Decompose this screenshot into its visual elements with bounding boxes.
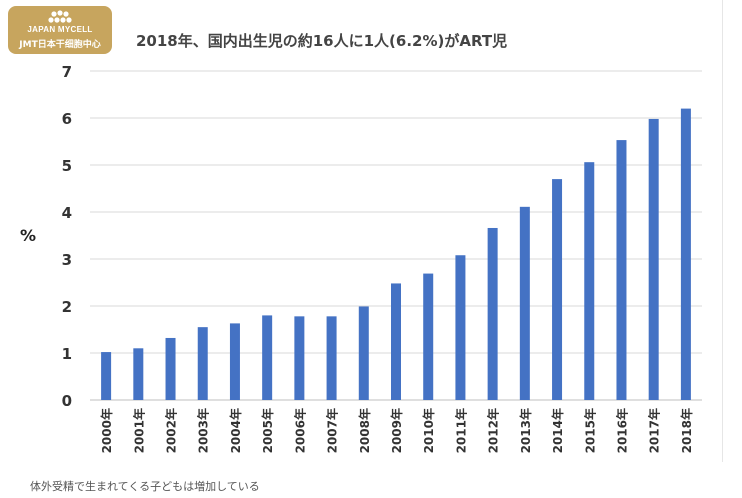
x-tick-label: 2017年 xyxy=(647,408,662,453)
x-tick-label: 2003年 xyxy=(196,408,211,453)
x-tick-labels: 2000年 2001年 2002年 2003年 2004年 2005年 2006年 2007年… xyxy=(99,408,694,453)
y-tick-label: 4 xyxy=(62,204,72,222)
x-tick-label: 2014年 xyxy=(550,408,565,453)
cell-cluster-icon xyxy=(48,10,72,23)
bar xyxy=(101,352,112,400)
bar xyxy=(648,118,659,400)
y-tick-label: 3 xyxy=(62,251,72,269)
bar xyxy=(358,306,369,400)
y-tick-label: 1 xyxy=(62,345,72,363)
bar xyxy=(133,348,144,400)
bar xyxy=(391,283,401,400)
y-tick-labels: 0 1 2 3 4 5 6 7 xyxy=(62,63,72,410)
x-tick-label: 2002年 xyxy=(164,408,179,453)
x-tick-label: 2006年 xyxy=(292,408,307,453)
bar xyxy=(423,273,434,400)
logo-brand-en: JAPAN MYCELL xyxy=(27,25,93,34)
bar xyxy=(165,337,176,400)
x-tick-label: 2000年 xyxy=(99,408,114,453)
y-tick-label: 6 xyxy=(62,110,72,128)
bar xyxy=(262,315,273,400)
bar xyxy=(616,140,627,400)
bar xyxy=(229,323,240,400)
image-caption: 体外受精で生まれてくる子どもは増加している xyxy=(30,480,260,493)
bar xyxy=(519,206,530,400)
x-tick-label: 2004年 xyxy=(228,408,243,453)
x-tick-label: 2001年 xyxy=(131,408,146,453)
x-tick-label: 2018年 xyxy=(679,408,694,453)
bar xyxy=(680,108,691,400)
bar xyxy=(326,316,337,400)
x-tick-label: 2009年 xyxy=(389,408,404,453)
x-tick-label: 2013年 xyxy=(518,408,533,453)
bar xyxy=(455,255,466,400)
x-tick-label: 2016年 xyxy=(614,408,629,453)
y-tick-label: 7 xyxy=(62,63,72,81)
x-tick-label: 2008年 xyxy=(357,408,372,453)
y-tick-label: 5 xyxy=(62,157,72,175)
y-tick-label: 2 xyxy=(62,298,72,316)
x-tick-label: 2015年 xyxy=(582,408,597,453)
bar xyxy=(197,327,208,400)
y-tick-label: 0 xyxy=(62,392,72,410)
bars xyxy=(101,108,691,400)
chart-title: 2018年、国内出生児の約16人に1人(6.2%)がART児 xyxy=(136,32,508,50)
bar xyxy=(584,162,595,400)
chart-frame: JAPAN MYCELL JMT日本干细胞中心 2018年、国内出生児の約16人… xyxy=(8,0,723,462)
x-tick-label: 2007年 xyxy=(325,408,340,453)
x-tick-label: 2011年 xyxy=(453,408,468,453)
y-axis-label: % xyxy=(20,226,37,245)
x-tick-label: 2010年 xyxy=(421,408,436,453)
japan-mycell-logo: JAPAN MYCELL JMT日本干细胞中心 xyxy=(8,6,112,54)
bar xyxy=(487,227,498,400)
x-tick-label: 2012年 xyxy=(486,408,501,453)
x-tick-label: 2005年 xyxy=(260,408,275,453)
bar xyxy=(552,179,563,400)
bar xyxy=(294,316,305,400)
logo-brand-ja: JMT日本干细胞中心 xyxy=(19,40,101,50)
